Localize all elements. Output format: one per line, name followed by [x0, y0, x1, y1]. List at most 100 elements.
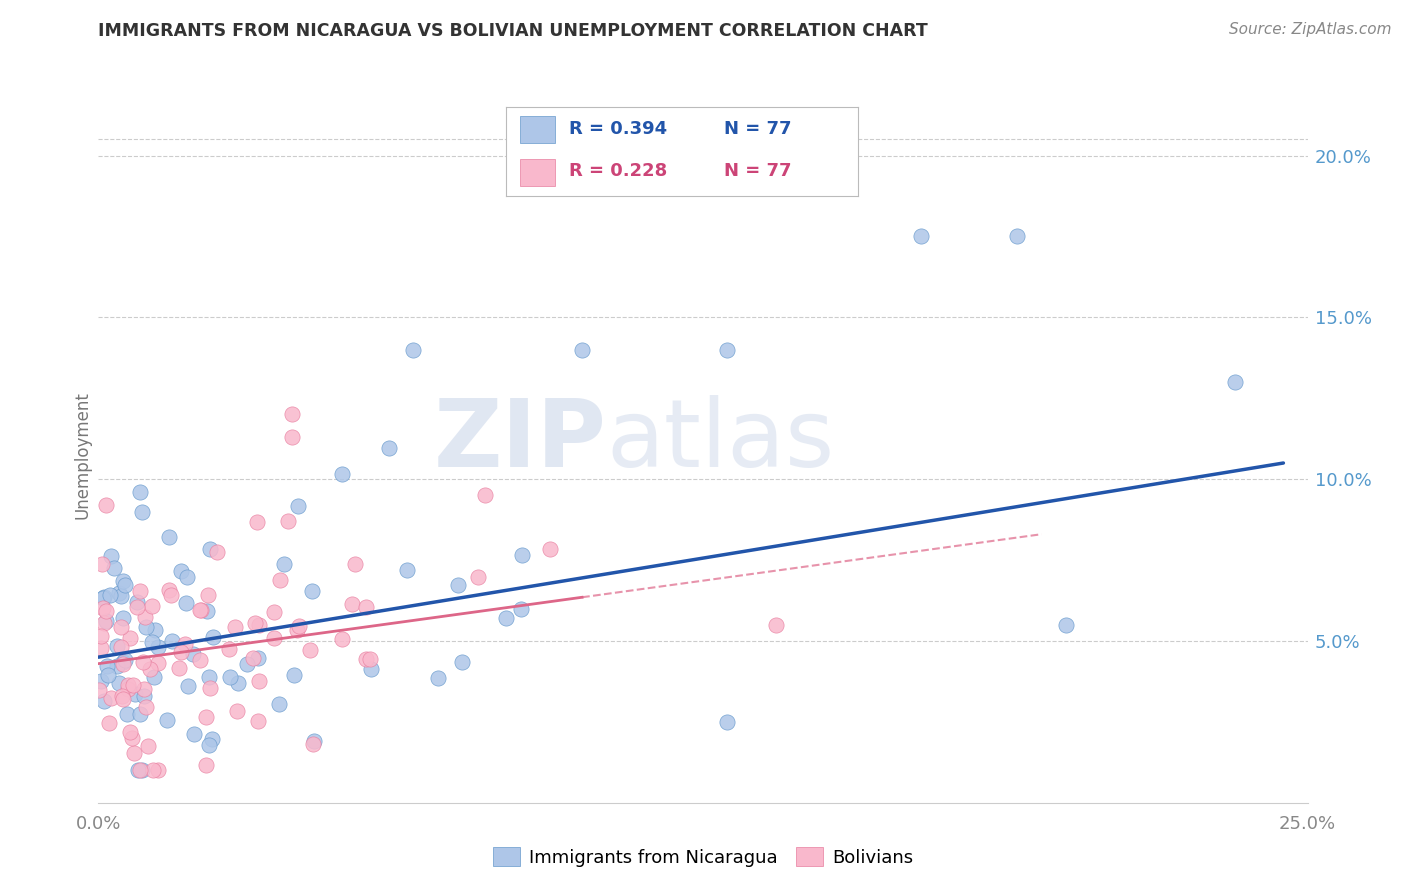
Point [112, 574, 135, 588]
Point [183, 727, 205, 741]
Point [343, 557, 366, 571]
Point [100, 691, 122, 706]
Point [281, 408, 304, 422]
Point [129, 764, 152, 778]
Point [96, 658, 118, 673]
Point [246, 516, 269, 530]
Point [426, 671, 449, 685]
Point [96, 604, 118, 618]
Point [122, 746, 145, 760]
Point [176, 570, 198, 584]
Point [139, 662, 162, 676]
Point [538, 542, 561, 557]
Point [129, 484, 152, 499]
Point [105, 658, 128, 673]
Point [765, 617, 787, 632]
Text: N = 77: N = 77 [724, 162, 792, 180]
Point [135, 700, 157, 714]
Point [377, 442, 399, 456]
Point [146, 640, 169, 654]
Point [190, 602, 212, 616]
Point [354, 651, 377, 665]
Point [509, 601, 531, 615]
Point [354, 600, 377, 615]
Point [195, 758, 218, 772]
Point [114, 653, 136, 667]
Point [157, 530, 180, 544]
Bar [520, 116, 555, 143]
Point [111, 689, 134, 703]
Point [121, 678, 143, 692]
Point [269, 573, 291, 587]
Point [1223, 375, 1246, 389]
Point [267, 697, 290, 711]
Point [198, 681, 221, 695]
Point [97, 715, 120, 730]
Point [298, 643, 321, 657]
Point [236, 657, 259, 671]
Point [200, 731, 222, 746]
Point [108, 585, 131, 599]
Point [125, 595, 148, 609]
Point [910, 229, 932, 244]
Point [288, 619, 311, 633]
Point [134, 681, 156, 696]
Point [287, 500, 309, 514]
Point [247, 674, 270, 689]
Point [117, 682, 139, 697]
Point [194, 709, 217, 723]
Point [97, 668, 120, 682]
Point [359, 651, 381, 665]
Point [285, 623, 308, 637]
Point [93, 694, 115, 708]
Text: IMMIGRANTS FROM NICARAGUA VS BOLIVIAN UNEMPLOYMENT CORRELATION CHART: IMMIGRANTS FROM NICARAGUA VS BOLIVIAN UN… [98, 22, 928, 40]
Point [716, 714, 738, 729]
Point [111, 657, 134, 672]
Point [201, 631, 224, 645]
Point [132, 690, 155, 704]
Point [277, 514, 299, 528]
Point [167, 661, 190, 675]
Point [125, 600, 148, 615]
Point [141, 599, 163, 614]
Point [94, 614, 117, 628]
Point [93, 615, 115, 630]
Point [110, 619, 132, 633]
Point [96, 498, 118, 512]
Point [198, 542, 221, 557]
Point [447, 578, 470, 592]
Point [134, 610, 156, 624]
Point [716, 343, 738, 357]
Legend: Immigrants from Nicaragua, Bolivians: Immigrants from Nicaragua, Bolivians [485, 840, 921, 874]
Point [218, 641, 240, 656]
Point [342, 597, 364, 611]
Point [91, 591, 114, 605]
Point [197, 588, 219, 602]
Point [117, 706, 139, 721]
Point [89, 683, 111, 698]
Point [91, 557, 114, 571]
Point [156, 714, 179, 728]
Y-axis label: Unemployment: Unemployment [73, 391, 91, 519]
Point [247, 618, 270, 632]
Point [160, 588, 183, 602]
Point [120, 724, 142, 739]
Point [273, 557, 295, 571]
Point [301, 583, 323, 598]
Text: ZIP: ZIP [433, 395, 606, 487]
Point [111, 692, 134, 706]
Bar [520, 159, 555, 186]
Point [118, 631, 141, 645]
Point [131, 764, 153, 778]
Point [170, 565, 193, 579]
Point [330, 632, 353, 647]
Point [330, 467, 353, 482]
Point [142, 764, 165, 778]
Point [132, 655, 155, 669]
Point [495, 611, 517, 625]
Point [127, 764, 149, 778]
Point [117, 678, 139, 692]
Point [474, 488, 496, 502]
Point [148, 657, 170, 671]
Point [174, 596, 197, 610]
